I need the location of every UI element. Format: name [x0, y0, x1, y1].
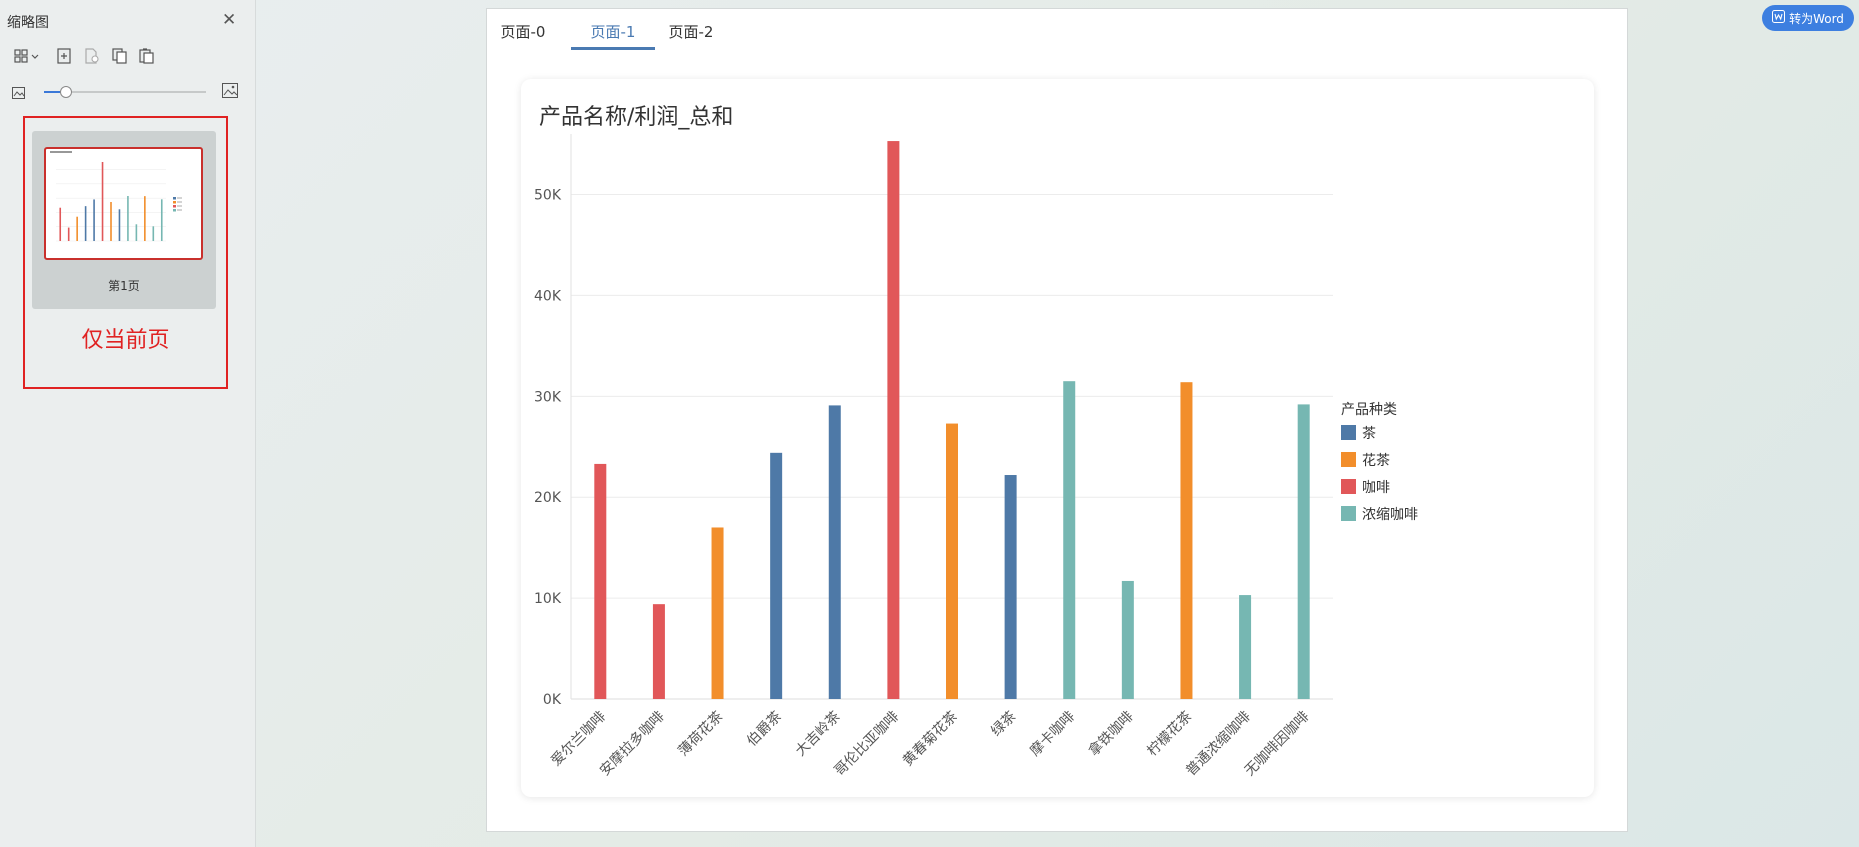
bar[interactable]: [1121, 580, 1134, 699]
bar[interactable]: [887, 141, 900, 699]
thumbnail-legend-swatch: [173, 209, 176, 212]
x-tick-label: 薄荷花茶: [675, 709, 726, 760]
zoom-slider[interactable]: [44, 86, 206, 98]
thumbnail-bar: [135, 224, 138, 241]
bar[interactable]: [1180, 382, 1193, 699]
x-tick-label: 绿茶: [988, 709, 1019, 740]
highlight-frame: [23, 116, 228, 389]
thumbnail-bar: [144, 196, 146, 241]
thumbnail-bar: [101, 162, 104, 241]
y-tick-label: 0K: [543, 692, 562, 708]
thumbnail-legend-swatch: [173, 201, 176, 204]
thumbnail-bar: [152, 226, 155, 241]
tab-page-1[interactable]: 页面-1: [571, 17, 655, 50]
zoom-in-image-icon[interactable]: [222, 83, 238, 102]
x-tick-label: 柠檬花茶: [1144, 709, 1195, 760]
legend-swatch: [1341, 479, 1356, 494]
chart-title: 产品名称/利润_总和: [539, 105, 733, 130]
current-page-annotation: 仅当前页: [81, 328, 170, 353]
chart-card: 产品名称/利润_总和 0K 10K 20K 30K 40K 50K 爱尔兰咖啡 安摩拉多咖啡…: [521, 79, 1594, 797]
close-icon[interactable]: ✕: [222, 10, 237, 30]
x-tick-label: 拿铁咖啡: [1085, 708, 1137, 760]
bar[interactable]: [1239, 595, 1252, 699]
zoom-slider-fill: [44, 91, 66, 93]
bar[interactable]: [594, 463, 607, 699]
thumbnail-bar: [110, 202, 112, 241]
thumbnail-bar: [118, 209, 121, 241]
thumbnail-bar: [84, 206, 87, 241]
paste-page-icon[interactable]: [138, 47, 156, 65]
legend-title: 产品种类: [1341, 402, 1397, 418]
thumbnail-bar: [127, 196, 129, 241]
thumbnail-chart-preview: [50, 151, 182, 242]
layout-grid-icon[interactable]: [12, 47, 42, 65]
bar[interactable]: [1297, 404, 1310, 699]
legend-item-label: 浓缩咖啡: [1362, 507, 1418, 523]
y-tick-label: 10K: [534, 591, 562, 607]
bar[interactable]: [1063, 381, 1076, 699]
report-page: 页面-0 页面-1 页面-2 产品名称/利润_总和 0K 10K 20K 30K 40K…: [486, 8, 1628, 832]
y-tick-label: 30K: [534, 389, 562, 405]
x-tick-label: 大吉岭茶: [793, 709, 844, 760]
x-tick-label: 黄春菊花茶: [899, 708, 961, 770]
bar[interactable]: [946, 423, 958, 699]
copy-page-icon[interactable]: [111, 47, 129, 65]
y-tick-label: 40K: [534, 288, 562, 304]
legend-item-label: 咖啡: [1362, 480, 1390, 496]
convert-button-label: 转为Word: [1789, 11, 1844, 26]
bar[interactable]: [711, 527, 724, 699]
page-thumbnail[interactable]: [44, 147, 203, 260]
thumbnail-panel: 缩略图 ✕ 第1页 仅当前页: [0, 0, 256, 847]
legend-item-label: 茶: [1362, 426, 1376, 442]
legend-item-label: 花茶: [1362, 453, 1390, 469]
thumbnail-bar: [67, 227, 70, 241]
page-thumbnail-label: 第1页: [108, 279, 140, 293]
bar[interactable]: [652, 604, 665, 699]
legend-swatch: [1341, 452, 1356, 467]
thumbnail-bar: [76, 216, 78, 241]
zoom-slider-knob[interactable]: [60, 86, 73, 98]
legend-swatch: [1341, 425, 1356, 440]
legend-swatch: [1341, 506, 1356, 521]
bar[interactable]: [828, 405, 841, 699]
thumbnail-bar: [93, 199, 95, 241]
zoom-out-image-icon[interactable]: [12, 84, 25, 103]
bar[interactable]: [770, 452, 783, 699]
x-tick-label: 伯爵茶: [744, 709, 785, 750]
panel-title: 缩略图: [7, 15, 49, 31]
y-tick-label: 20K: [534, 490, 562, 506]
convert-to-word-button[interactable]: 转为Word: [1762, 5, 1854, 31]
thumbnail-bar: [59, 207, 62, 241]
y-tick-label: 50K: [534, 188, 562, 204]
thumbnail-legend-swatch: [173, 197, 176, 200]
tab-page-0[interactable]: 页面-0: [500, 23, 546, 41]
tab-page-2[interactable]: 页面-2: [668, 23, 714, 41]
x-tick-label: 摩卡咖啡: [1026, 708, 1078, 760]
word-doc-icon: [1772, 10, 1786, 26]
add-page-icon[interactable]: [55, 47, 73, 65]
x-tick-label: 爱尔兰咖啡: [548, 709, 609, 770]
thumbnail-legend-swatch: [173, 205, 176, 208]
thumbnail-bar: [160, 199, 163, 241]
insert-page-icon[interactable]: [83, 47, 101, 65]
bar[interactable]: [1004, 475, 1017, 699]
